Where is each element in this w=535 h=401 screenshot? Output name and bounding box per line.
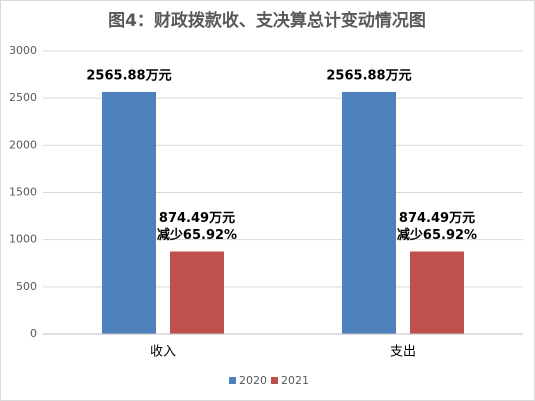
legend-label: 2021 (281, 374, 309, 387)
y-tick-label: 2000 (9, 138, 37, 151)
x-tick-label: 收入 (150, 345, 176, 360)
bar (170, 251, 224, 334)
x-tick-label: 支出 (390, 345, 416, 360)
bar (102, 91, 156, 334)
chart-title: 图4：财政拨款收、支决算总计变动情况图 (108, 10, 426, 31)
data-label: 874.49万元 (399, 211, 475, 226)
data-label: 874.49万元 (159, 211, 235, 226)
data-label: 2565.88万元 (326, 68, 411, 83)
y-tick-label: 500 (16, 280, 37, 293)
y-tick-label: 1500 (9, 186, 37, 199)
bar (342, 91, 396, 334)
y-tick-label: 1000 (9, 233, 37, 246)
annotation: 减少65.92% (157, 227, 237, 243)
annotation: 减少65.92% (397, 227, 477, 243)
legend-swatch (229, 377, 236, 384)
y-tick-label: 3000 (9, 44, 37, 57)
bar (410, 251, 464, 334)
y-tick-label: 0 (30, 327, 37, 340)
legend-swatch (271, 377, 278, 384)
legend-label: 2020 (239, 374, 267, 387)
y-tick-label: 2500 (9, 91, 37, 104)
data-label: 2565.88万元 (86, 68, 171, 83)
